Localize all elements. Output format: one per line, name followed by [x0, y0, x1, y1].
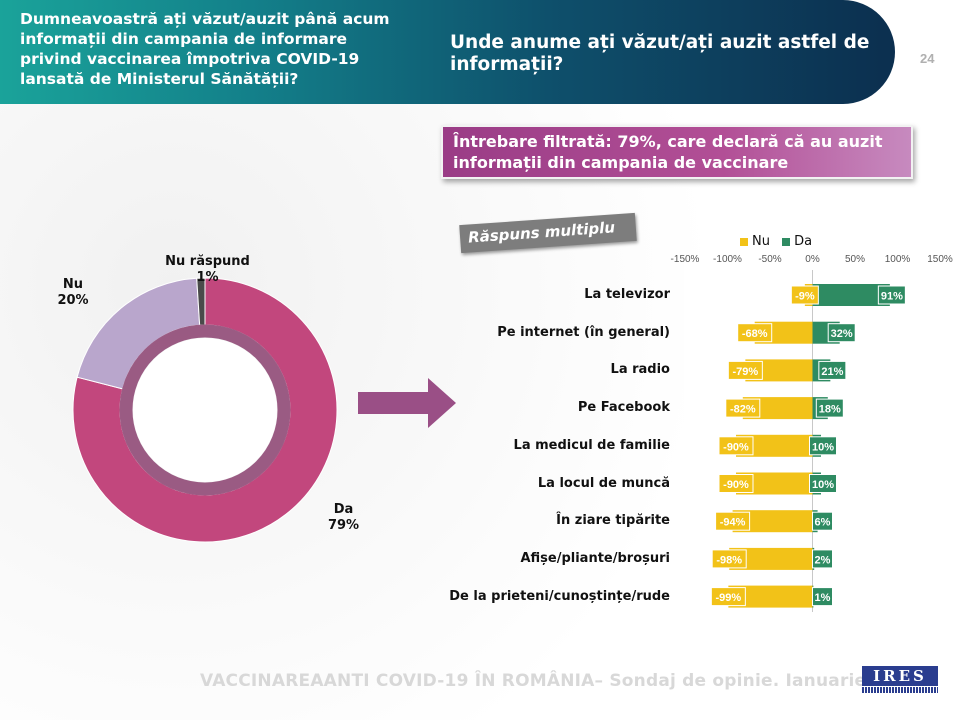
header-banner: Dumneavoastră ați văzut/auzit până acum …: [0, 0, 895, 104]
donut-chart: [72, 277, 338, 543]
category-label: În ziare tipărite: [556, 513, 670, 529]
chart-legend: Nu Da: [740, 234, 812, 249]
lbl-nu-line-0: Nu: [62, 277, 84, 292]
x-tick-label: -50%: [758, 254, 782, 265]
legend-label-nu: Nu: [752, 234, 770, 249]
multiple-answer-tag-text: Răspuns multiplu: [467, 218, 616, 247]
x-tick-label: -100%: [713, 254, 742, 265]
arrow-right-icon: [358, 378, 456, 428]
category-label: La locul de muncă: [537, 475, 670, 491]
filter-note-box: Întrebare filtrată: 79%, care declară că…: [441, 125, 913, 179]
lbl-nu-line-1: 20%: [57, 293, 89, 308]
ires-logo: IRES: [862, 666, 938, 696]
category-label: De la prieteni/cunoștințe/rude: [449, 588, 670, 604]
category-label: La medicul de familie: [513, 437, 670, 453]
x-tick-label: 50%: [844, 254, 865, 265]
legend-swatch-da: [782, 237, 791, 246]
donut-label-nu: Nu 20%: [48, 277, 98, 309]
lbl-da-line-1: 79%: [327, 518, 360, 533]
category-label: La radio: [610, 362, 670, 378]
category-label: Pe Facebook: [577, 400, 670, 416]
footer-title: VACCINAREAANTI COVID-19 ÎN ROMÂNIA– Sond…: [200, 671, 921, 691]
category-label: Afișe/pliante/broșuri: [520, 550, 670, 566]
lbl-da-line-0: Da: [333, 502, 354, 517]
page-number: 24: [920, 51, 935, 66]
main-question: Dumneavoastră ați văzut/auzit până acum …: [20, 10, 390, 88]
x-tick-label: 0%: [805, 254, 820, 265]
donut-label-da: Da 79%: [316, 502, 371, 534]
x-tick-label: 100%: [884, 254, 911, 265]
donut-label-nr: Nu răspund 1%: [160, 254, 255, 286]
legend-swatch-nu: [740, 237, 748, 246]
legend-label-da: Da: [794, 234, 813, 249]
x-tick-label: 150%: [927, 254, 953, 265]
bar-chart-plot-area: [684, 263, 942, 613]
lbl-nr-line-0: Nu răspund: [165, 254, 250, 269]
legend-item-da: Da: [782, 234, 812, 249]
donut-inner-ring: [119, 324, 291, 496]
filter-note-text: Întrebare filtrată: 79%, care declară că…: [453, 132, 883, 172]
legend-item-nu: Nu: [740, 234, 770, 249]
x-tick-label: -150%: [670, 254, 700, 265]
ires-logo-text: IRES: [862, 666, 938, 686]
lbl-nr-line-1: 1%: [196, 270, 219, 285]
ires-logo-underline: [862, 687, 938, 693]
sub-question: Unde anume ați văzut/ați auzit astfel de…: [450, 32, 870, 75]
donut-hole: [133, 338, 277, 482]
category-label: La televizor: [584, 287, 670, 302]
category-label: Pe internet (în general): [497, 324, 670, 340]
